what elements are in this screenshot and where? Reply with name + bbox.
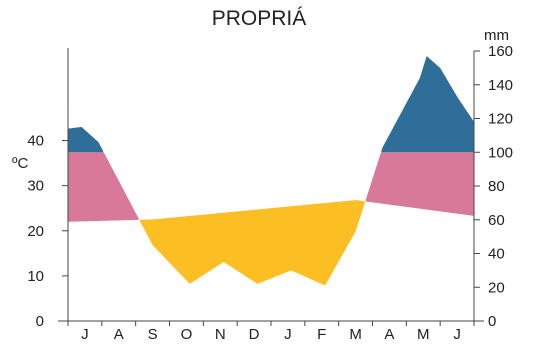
month-label: J [81, 326, 89, 343]
water-deficit-area [139, 200, 366, 286]
month-label: F [317, 326, 326, 343]
month-label: S [148, 326, 158, 343]
month-label: A [384, 326, 394, 343]
right-tick-label: 100 [488, 144, 513, 161]
right-tick-label: 60 [488, 212, 505, 229]
right-tick-label: 140 [488, 77, 513, 94]
left-axis-unit: ºC [12, 155, 28, 172]
left-tick-label: 30 [27, 178, 44, 195]
month-label: M [417, 326, 430, 343]
month-label: J [453, 326, 461, 343]
rain-excess-area [68, 126, 104, 153]
axis-layer: 0 10 20 30 40 0 20 40 60 80 100 120 140 160 J A S O N D J F M A… [27, 43, 513, 343]
chart-title: PROPRIÁ [212, 7, 307, 30]
right-tick-label: 20 [488, 279, 505, 296]
right-axis-unit: mm [484, 27, 509, 44]
month-label: O [181, 326, 193, 343]
left-tick-label: 10 [27, 268, 44, 285]
fill-layer [68, 56, 474, 286]
rain-excess-area [381, 56, 474, 153]
right-tick-label: 120 [488, 111, 513, 128]
water-surplus-area [68, 152, 140, 222]
left-tick-label: 0 [36, 313, 44, 330]
left-tick-label: 20 [27, 223, 44, 240]
month-label: N [215, 326, 226, 343]
left-tick-label: 40 [27, 133, 44, 150]
month-label: A [114, 326, 124, 343]
right-tick-label: 0 [488, 313, 496, 330]
right-tick-label: 160 [488, 43, 513, 60]
month-label: M [349, 326, 362, 343]
month-label: D [249, 326, 260, 343]
right-tick-label: 40 [488, 246, 505, 263]
right-tick-label: 80 [488, 178, 505, 195]
water-surplus-area [365, 152, 474, 216]
month-label: J [284, 326, 292, 343]
